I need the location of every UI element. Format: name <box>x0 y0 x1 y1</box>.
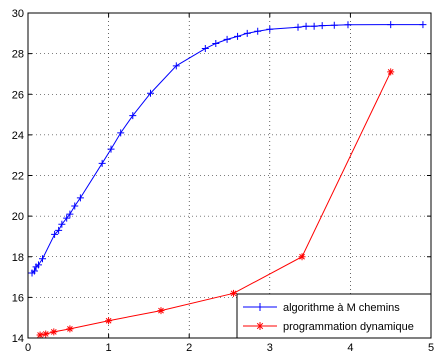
legend: algorithme à M chemins programmation dyn… <box>236 293 432 339</box>
data-point-0 <box>55 226 63 234</box>
data-point-0 <box>294 23 302 31</box>
data-point-0 <box>344 21 352 29</box>
data-point-0 <box>34 261 42 269</box>
data-point-0 <box>419 21 427 29</box>
y-tick-label: 26 <box>12 89 24 101</box>
x-tick-label: 1 <box>106 342 112 354</box>
data-point-0 <box>98 159 106 167</box>
data-point-0 <box>76 194 84 202</box>
data-point-1 <box>66 325 74 333</box>
data-point-0 <box>254 27 262 35</box>
axis-ticks: 0 1 2 3 4 5 14 16 18 20 22 24 26 28 30 <box>12 8 434 354</box>
legend-entry-1: programmation dynamique <box>243 321 414 333</box>
legend-marker-1 <box>256 322 264 330</box>
data-point-0 <box>51 230 59 238</box>
data-point-0 <box>330 21 338 29</box>
legend-marker-0 <box>256 303 264 311</box>
data-point-1 <box>42 330 50 338</box>
data-point-1 <box>36 331 44 339</box>
legend-entry-0: algorithme à M chemins <box>243 302 400 314</box>
data-point-1 <box>105 317 113 325</box>
x-tick-label: 4 <box>347 342 353 354</box>
data-point-0 <box>318 22 326 30</box>
data-point-0 <box>243 29 251 37</box>
data-point-0 <box>234 32 242 40</box>
y-tick-label: 20 <box>12 211 24 223</box>
series-layer <box>28 21 427 339</box>
legend-box <box>236 293 432 339</box>
x-tick-label: 3 <box>267 342 273 354</box>
data-point-0 <box>212 39 220 47</box>
data-point-0 <box>147 89 155 97</box>
data-point-0 <box>129 112 137 120</box>
data-point-0 <box>63 214 71 222</box>
x-tick-label: 2 <box>186 342 192 354</box>
y-tick-label: 18 <box>12 252 24 264</box>
plot-area <box>28 13 431 338</box>
data-point-0 <box>310 22 318 30</box>
y-tick-label: 30 <box>12 8 24 20</box>
data-point-0 <box>387 21 395 29</box>
x-tick-label: 0 <box>25 342 31 354</box>
data-point-0 <box>39 255 47 263</box>
data-point-0 <box>66 210 74 218</box>
y-tick-label: 14 <box>12 333 24 345</box>
data-point-0 <box>266 25 274 33</box>
data-point-1 <box>157 307 165 315</box>
data-point-0 <box>302 22 310 30</box>
data-point-0 <box>223 35 231 43</box>
x-tick-label: 5 <box>428 342 434 354</box>
data-point-1 <box>387 68 395 76</box>
y-tick-label: 24 <box>12 130 24 142</box>
data-point-0 <box>201 45 209 53</box>
y-tick-label: 28 <box>12 49 24 61</box>
y-tick-label: 22 <box>12 171 24 183</box>
data-point-1 <box>298 253 306 261</box>
data-point-0 <box>172 62 180 70</box>
data-point-0 <box>30 267 38 275</box>
data-point-0 <box>58 220 66 228</box>
legend-label-0: algorithme à M chemins <box>283 302 400 314</box>
data-point-1 <box>230 289 238 297</box>
data-point-0 <box>117 129 125 137</box>
data-point-0 <box>71 202 79 210</box>
data-point-1 <box>50 328 58 336</box>
data-point-0 <box>107 145 115 153</box>
legend-label-1: programmation dynamique <box>283 321 414 333</box>
y-tick-label: 16 <box>12 292 24 304</box>
